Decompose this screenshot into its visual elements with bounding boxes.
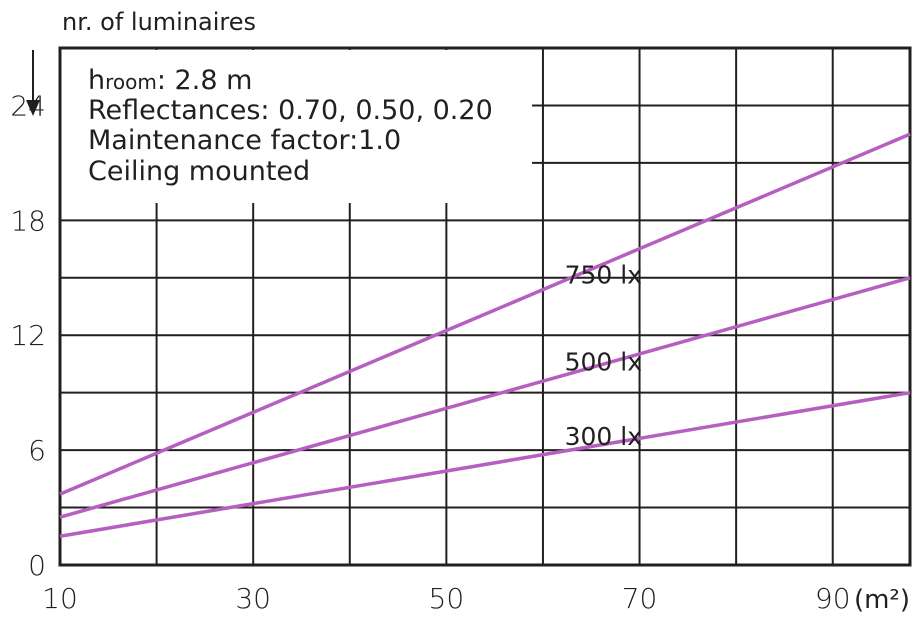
plot-frame xyxy=(58,46,912,567)
y-tick-label: 6 xyxy=(28,434,46,467)
x-tick-label: 70 xyxy=(622,582,658,615)
y-tick-label: 12 xyxy=(10,319,46,352)
x-tick-label: 50 xyxy=(429,582,465,615)
info-maintenance-factor: Maintenance factor:1.0 xyxy=(88,125,401,156)
x-tick-label: 90 xyxy=(815,582,851,615)
plot-border xyxy=(58,46,912,567)
x-axis-unit: (m²) xyxy=(854,585,910,615)
y-axis: nr. of luminaires 0 6 12 18 24 xyxy=(10,8,256,582)
x-tick-label: 30 xyxy=(235,582,271,615)
x-tick-labels: 10 30 50 70 90 xyxy=(42,582,850,615)
y-axis-label: nr. of luminaires xyxy=(62,8,256,36)
series-label-500-lx: 500 lx xyxy=(565,347,642,376)
series-line-300-lx xyxy=(59,390,911,539)
info-box-background xyxy=(60,50,532,203)
series-labels: 750 lx 500 lx 300 lx xyxy=(565,261,642,452)
series-label-300-lx: 300 lx xyxy=(565,422,642,451)
info-mounting: Ceiling mounted xyxy=(88,156,310,187)
series-line-500-lx xyxy=(59,276,911,519)
x-axis: 10 30 50 70 90 (m²) xyxy=(42,582,910,615)
info-room-subscript: room xyxy=(105,70,157,94)
grid-lines xyxy=(60,48,910,565)
series-line-750-lx xyxy=(59,132,911,496)
down-arrow-icon xyxy=(26,50,40,116)
info-room-value: : 2.8 m xyxy=(157,65,253,96)
y-tick-label: 24 xyxy=(10,89,46,122)
info-box: hroom: 2.8 m Reflectances: 0.70, 0.50, 0… xyxy=(88,65,493,187)
series-lines xyxy=(59,132,911,539)
series-label-750-lx: 750 lx xyxy=(565,261,642,290)
y-tick-label: 18 xyxy=(10,204,46,237)
y-tick-labels: 0 6 12 18 24 xyxy=(10,89,46,582)
info-reflectances: Reflectances: 0.70, 0.50, 0.20 xyxy=(88,95,493,126)
y-tick-label: 0 xyxy=(28,549,46,582)
x-tick-label: 10 xyxy=(42,582,78,615)
info-room-height: hroom: 2.8 m xyxy=(88,65,252,96)
info-room-prefix: h xyxy=(88,65,105,96)
